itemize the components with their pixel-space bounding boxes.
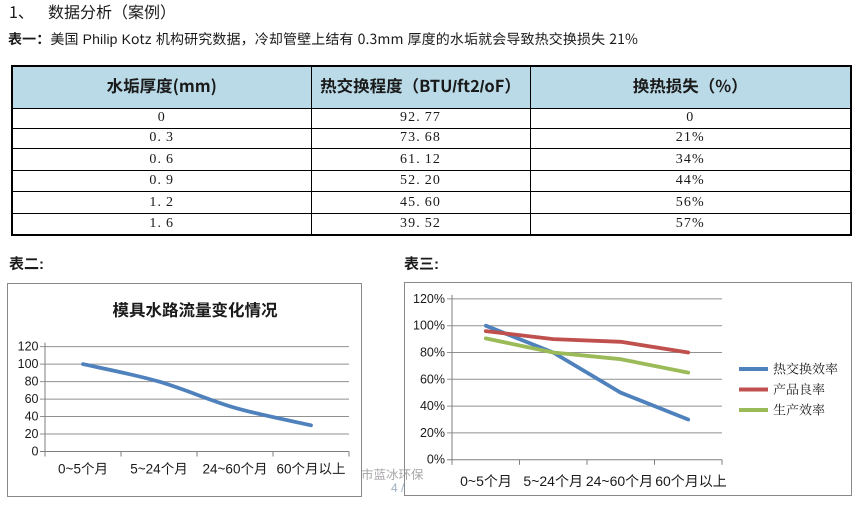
svg-text:40: 40: [25, 410, 39, 424]
svg-text:5~24个月: 5~24个月: [130, 462, 187, 477]
svg-text:0~5个月: 0~5个月: [58, 462, 108, 477]
svg-text:80%: 80%: [420, 346, 445, 360]
svg-text:80: 80: [25, 375, 39, 389]
svg-text:24~60个月: 24~60个月: [586, 473, 653, 489]
svg-text:60个月以上: 60个月以上: [655, 473, 727, 489]
svg-text:100%: 100%: [413, 319, 445, 333]
svg-text:0: 0: [32, 445, 39, 459]
svg-text:120: 120: [18, 340, 39, 354]
svg-text:模具水路流量变化情况: 模具水路流量变化情况: [113, 297, 279, 321]
svg-text:0%: 0%: [427, 453, 445, 467]
svg-text:热交换效率: 热交换效率: [773, 362, 838, 377]
svg-text:120%: 120%: [413, 292, 445, 306]
svg-text:40%: 40%: [420, 399, 445, 413]
svg-text:20%: 20%: [420, 426, 445, 440]
svg-text:100: 100: [18, 357, 39, 371]
svg-text:20: 20: [25, 427, 39, 441]
svg-text:24~60个月: 24~60个月: [203, 462, 268, 477]
svg-text:60个月以上: 60个月以上: [276, 462, 345, 477]
svg-text:产品良率: 产品良率: [773, 382, 825, 397]
svg-text:5~24个月: 5~24个月: [523, 473, 583, 489]
svg-text:60%: 60%: [420, 372, 445, 386]
svg-text:0~5个月: 0~5个月: [460, 473, 512, 489]
svg-text:生产效率: 生产效率: [773, 403, 825, 418]
svg-text:60: 60: [25, 392, 39, 406]
